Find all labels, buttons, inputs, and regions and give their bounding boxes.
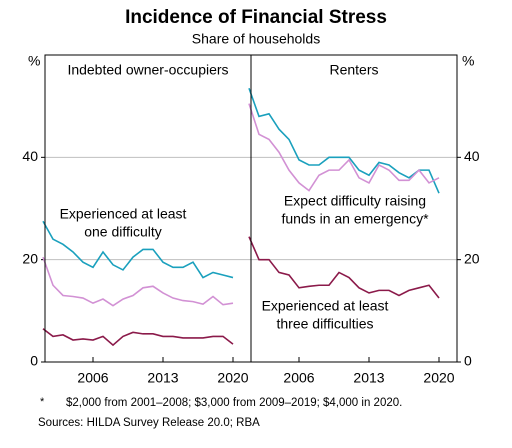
annotation: Experienced at least (60, 206, 187, 222)
y-tick-label: 0 (30, 353, 38, 369)
footnote-marker: * (40, 396, 45, 408)
y-tick-label: 40 (464, 148, 480, 164)
panel-title: Renters (329, 62, 378, 78)
x-tick-label: 2013 (147, 370, 178, 386)
annotation: funds in an emergency* (281, 211, 429, 227)
y-unit: % (28, 53, 40, 69)
y-tick-label: 20 (464, 250, 480, 266)
annotation: Experienced at least (262, 298, 389, 314)
data-line (248, 236, 440, 299)
annotation: three difficulties (276, 316, 373, 332)
data-line (42, 328, 234, 347)
y-unit: % (462, 53, 474, 69)
chart-subtitle: Share of households (192, 31, 320, 47)
x-tick-label: 2006 (283, 370, 314, 386)
x-tick-label: 2020 (423, 370, 454, 386)
y-tick-label: 40 (22, 148, 38, 164)
y-tick-label: 20 (22, 250, 38, 266)
footnote: $2,000 from 2001–2008; $3,000 from 2009–… (66, 397, 402, 409)
panel-title: Indebted owner-occupiers (67, 62, 228, 78)
data-line (42, 256, 234, 307)
source: Sources: HILDA Survey Release 20.0; RBA (38, 417, 260, 429)
data-line (42, 220, 234, 279)
annotation: one difficulty (84, 224, 162, 240)
x-tick-label: 2020 (217, 370, 248, 386)
chart-title: Incidence of Financial Stress (125, 7, 387, 28)
data-line (248, 103, 440, 192)
data-line (248, 87, 440, 194)
x-tick-label: 2006 (77, 370, 108, 386)
annotation: Expect difficulty raising (284, 193, 426, 209)
x-tick-label: 2013 (353, 370, 384, 386)
y-tick-label: 0 (464, 353, 472, 369)
